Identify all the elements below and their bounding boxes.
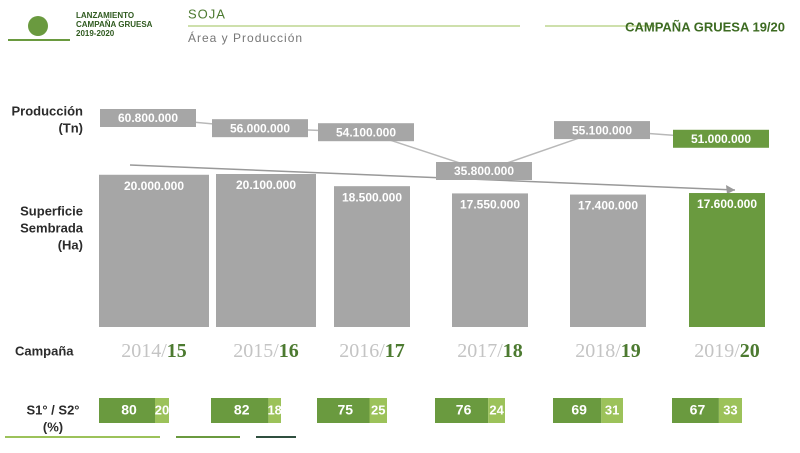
s2-label: 25 [371, 402, 385, 417]
campaign-end: 20 [740, 340, 760, 362]
campaign-label: 2016/17 [339, 340, 405, 362]
campaign-end: 18 [503, 340, 523, 362]
row-label: (Ha) [58, 237, 83, 252]
s2-bar [718, 398, 742, 423]
logo-text: LANZAMIENTO [76, 11, 134, 20]
campaign-end: 15 [167, 340, 187, 362]
production-label: 60.800.000 [118, 111, 178, 125]
campaign-end: 17 [385, 340, 405, 362]
s1-label: 82 [234, 402, 250, 418]
production-label: 51.000.000 [691, 132, 751, 146]
logo-text: CAMPAÑA GRUESA [76, 20, 153, 29]
s1-bar [99, 398, 155, 423]
production-box [673, 129, 769, 148]
logo: LANZAMIENTO CAMPAÑA GRUESA 2019-2020 [8, 11, 153, 41]
badge: CAMPAÑA GRUESA 19/20 [625, 19, 785, 34]
campaign-start: 2016/ [339, 340, 385, 362]
logo-icon [28, 16, 48, 36]
campaign-start: 2017/ [457, 340, 503, 362]
s2-bar [369, 398, 387, 423]
s2-bar [155, 398, 169, 423]
row-label: (%) [43, 419, 63, 434]
s1-bar [317, 398, 370, 423]
production-box [212, 119, 308, 138]
production-label: 55.100.000 [572, 123, 632, 137]
row-label: S1° / S2° [26, 402, 79, 417]
campaign-label: 2014/15 [121, 340, 187, 362]
s1-label: 80 [121, 402, 137, 418]
s2-bar [601, 398, 623, 423]
campaign-start: 2019/ [694, 340, 740, 362]
area-label: 17.550.000 [460, 198, 520, 212]
logo-text: 2019-2020 [76, 29, 115, 38]
area-bar [689, 193, 765, 327]
row-label: Producción [11, 103, 83, 118]
production-box [436, 162, 532, 180]
s2-label: 24 [489, 402, 504, 417]
production-label: 54.100.000 [336, 125, 396, 139]
campaign-start: 2015/ [233, 340, 279, 362]
s1-label: 69 [571, 402, 587, 418]
s2-label: 31 [605, 402, 619, 417]
area-label: 17.600.000 [697, 197, 757, 211]
campaign-label: 2018/19 [575, 340, 641, 362]
production-box [100, 109, 196, 127]
arrow-head [726, 185, 735, 194]
campaign-start: 2014/ [121, 340, 167, 362]
s2-label: 20 [155, 402, 169, 417]
campaign-label: 2019/20 [694, 340, 760, 362]
s2-bar [488, 398, 505, 423]
s2-bar [268, 398, 281, 423]
area-label: 20.100.000 [236, 178, 296, 192]
s1-bar [435, 398, 489, 423]
trend-arrow [129, 164, 736, 191]
area-bar [452, 193, 528, 327]
production-label: 56.000.000 [230, 121, 290, 135]
s1-label: 75 [337, 402, 353, 418]
production-box [554, 121, 650, 140]
area-bar [216, 174, 316, 327]
area-bar [570, 194, 646, 327]
area-label: 18.500.000 [342, 190, 402, 204]
row-label: Sembrada [20, 220, 84, 235]
area-bar [334, 186, 410, 327]
slide-title: SOJA [188, 6, 226, 21]
row-label: Superficie [20, 203, 83, 218]
campaign-end: 19 [621, 340, 641, 362]
campaign-label: 2017/18 [457, 340, 523, 362]
row-label: (Tn) [58, 120, 83, 135]
s1-bar [672, 398, 719, 423]
area-label: 20.000.000 [124, 179, 184, 193]
s1-label: 76 [456, 402, 472, 418]
production-box [318, 123, 414, 142]
s2-label: 18 [267, 402, 281, 417]
production-label: 35.800.000 [454, 164, 514, 178]
s1-bar [211, 398, 269, 423]
s1-label: 67 [690, 402, 706, 418]
campaign-end: 16 [279, 340, 299, 362]
s1-bar [553, 398, 602, 423]
slide-subtitle: Área y Producción [188, 30, 303, 45]
row-label: Campaña [15, 343, 74, 358]
campaign-label: 2015/16 [233, 340, 299, 362]
area-label: 17.400.000 [578, 199, 638, 213]
area-bar [99, 174, 209, 327]
campaign-start: 2018/ [575, 340, 621, 362]
s2-label: 33 [723, 402, 737, 417]
